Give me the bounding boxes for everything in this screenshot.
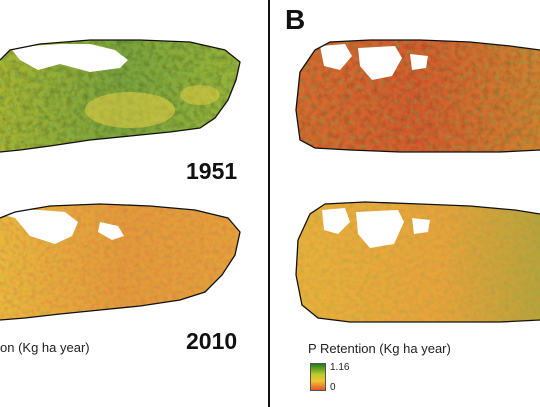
year-label-bottom: 2010 xyxy=(186,328,238,354)
legend-color-ramp xyxy=(310,363,326,391)
map-top-right xyxy=(295,39,540,153)
map-2010-left xyxy=(0,203,241,321)
map-1951-left xyxy=(0,39,241,153)
panel-divider xyxy=(268,0,270,407)
panel-label-b: B xyxy=(285,4,306,35)
year-label-top: 1951 xyxy=(186,158,238,184)
legend-title-left-partial: on (Kg ha year) xyxy=(0,340,90,355)
map-bottom-right xyxy=(295,201,540,323)
legend-min-label: 0 xyxy=(330,382,336,393)
legend-title: P Retention (Kg ha year) xyxy=(308,341,451,356)
legend-max-label: 1.16 xyxy=(330,362,350,373)
